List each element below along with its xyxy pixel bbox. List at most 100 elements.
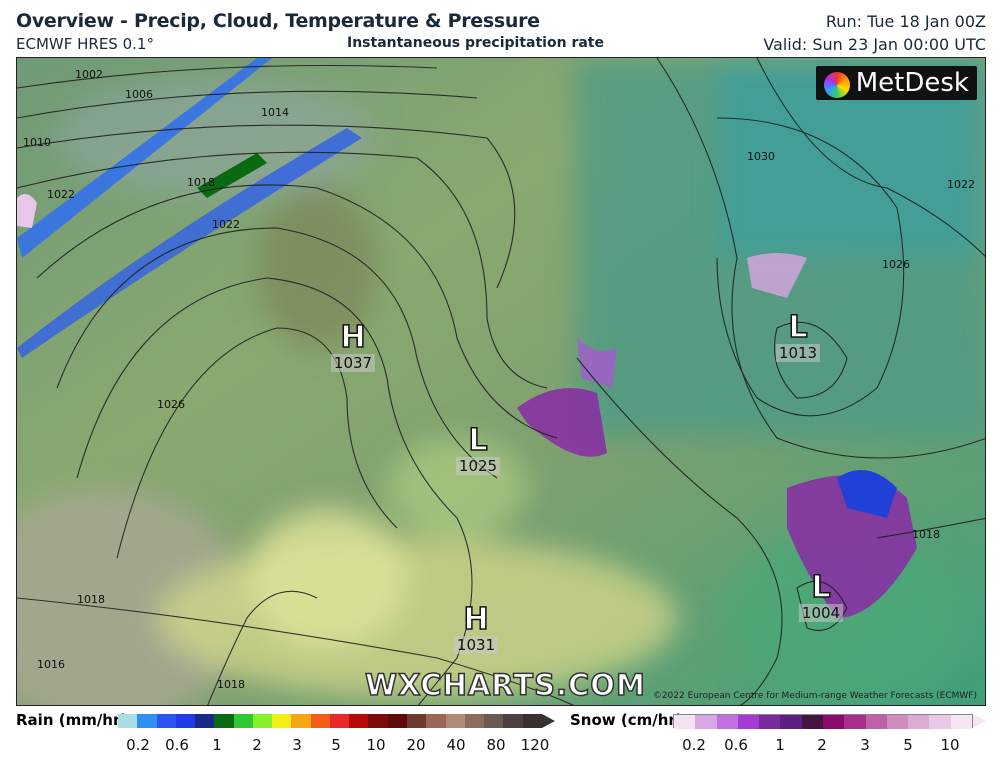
snow-color-cell bbox=[929, 715, 951, 729]
rain-color-cell bbox=[118, 714, 138, 728]
isobar-label: 1018 bbox=[912, 528, 940, 541]
snow-color-cell bbox=[759, 715, 781, 729]
rain-color-cell bbox=[310, 714, 330, 728]
snow-color-cell bbox=[780, 715, 802, 729]
centre-type: L bbox=[788, 310, 809, 345]
isobar-label: 1022 bbox=[212, 218, 240, 231]
snow-color-cell bbox=[908, 715, 930, 729]
centre-type: H bbox=[463, 602, 490, 637]
isobar-label: 1018 bbox=[77, 593, 105, 606]
tick-label: 0.2 bbox=[126, 736, 150, 754]
tick-label: 1 bbox=[775, 736, 785, 754]
watermark: WXCHARTS.COM bbox=[364, 667, 646, 703]
centre-type: H bbox=[340, 320, 367, 355]
rain-color-cell bbox=[329, 714, 350, 728]
model-name: ECMWF HRES 0.1° bbox=[16, 35, 154, 53]
tick-label: 3 bbox=[860, 736, 870, 754]
isobar-label: 1016 bbox=[37, 658, 65, 671]
tick-label: 120 bbox=[520, 736, 550, 754]
snow-color-cell bbox=[737, 715, 760, 729]
tick-label: 1 bbox=[212, 736, 222, 754]
chart-subtitle: Instantaneous precipitation rate bbox=[347, 35, 604, 51]
valid-time: Valid: Sun 23 Jan 00:00 UTC bbox=[763, 35, 986, 54]
rain-color-cell bbox=[426, 714, 446, 728]
rain-color-cell bbox=[406, 714, 427, 728]
isobar-label: 1030 bbox=[747, 150, 775, 163]
isobar-label: 1026 bbox=[882, 258, 910, 271]
rain-color-cell bbox=[156, 714, 176, 728]
centre-value: 1025 bbox=[455, 457, 501, 475]
isobar-label: 1010 bbox=[23, 136, 51, 149]
rain-color-cell bbox=[195, 714, 215, 728]
centre-type: L bbox=[468, 423, 489, 458]
metdesk-logo-icon bbox=[823, 72, 850, 98]
rain-color-cell bbox=[175, 714, 196, 728]
snow-color-cell bbox=[822, 715, 845, 729]
centre-value: 1031 bbox=[453, 636, 499, 654]
centre-type: L bbox=[811, 570, 832, 605]
pressure-centre-high: H 1031 bbox=[453, 602, 499, 654]
rain-color-cell bbox=[214, 714, 234, 728]
rain-color-cell bbox=[137, 714, 157, 728]
rain-color-cell bbox=[272, 714, 292, 728]
tick-label: 10 bbox=[366, 736, 386, 754]
tick-label: 5 bbox=[331, 736, 341, 754]
pressure-centre-low: L 1025 bbox=[455, 423, 501, 475]
centre-value: 1013 bbox=[775, 344, 821, 362]
tick-label: 0.6 bbox=[165, 736, 189, 754]
rain-color-cell bbox=[233, 714, 253, 728]
isobar-label: 1022 bbox=[947, 178, 975, 191]
copyright: ©2022 European Centre for Medium-range W… bbox=[652, 691, 977, 701]
pressure-centre-high: H 1037 bbox=[330, 320, 376, 372]
isobar-label: 1018 bbox=[217, 678, 245, 691]
rain-color-cell bbox=[252, 714, 273, 728]
snow-color-cell bbox=[865, 715, 887, 729]
snow-areas bbox=[17, 194, 917, 618]
isobars bbox=[17, 58, 985, 705]
weather-map[interactable]: MetDesk H 1037 L 1025 H 1031 L 1013 L 1004 10… bbox=[16, 57, 986, 706]
run-time: Run: Tue 18 Jan 00Z bbox=[825, 12, 986, 31]
centre-value: 1037 bbox=[330, 354, 376, 372]
rain-legend-label: Rain (mm/hr) bbox=[16, 711, 128, 729]
rain-colorbar-arrow bbox=[542, 714, 555, 728]
pressure-centre-low: L 1013 bbox=[775, 310, 821, 362]
rain-color-cell bbox=[291, 714, 311, 728]
isobar-label: 1018 bbox=[187, 176, 215, 189]
snow-color-cell bbox=[716, 715, 738, 729]
snow-color-cell bbox=[886, 715, 909, 729]
isobar-label: 1006 bbox=[125, 88, 153, 101]
rain-color-cell bbox=[368, 714, 388, 728]
tick-label: 3 bbox=[292, 736, 302, 754]
rain-color-cell bbox=[349, 714, 369, 728]
snow-color-cell bbox=[844, 715, 866, 729]
tick-label: 0.6 bbox=[724, 736, 748, 754]
tick-label: 80 bbox=[486, 736, 506, 754]
rain-color-cell bbox=[445, 714, 465, 728]
rain-color-cell bbox=[464, 714, 485, 728]
snow-color-cell bbox=[674, 715, 696, 729]
rain-colorbar bbox=[118, 714, 542, 728]
tick-label: 40 bbox=[446, 736, 466, 754]
snow-color-cell bbox=[950, 715, 972, 729]
tick-label: 0.2 bbox=[682, 736, 706, 754]
snow-color-cell bbox=[801, 715, 823, 729]
rain-color-cell bbox=[387, 714, 407, 728]
tick-label: 2 bbox=[252, 736, 262, 754]
centre-value: 1004 bbox=[798, 604, 844, 622]
snow-colorbar-arrow bbox=[973, 714, 986, 728]
rain-color-cell bbox=[503, 714, 523, 728]
isobar-label: 1022 bbox=[47, 188, 75, 201]
chart-title: Overview - Precip, Cloud, Temperature & … bbox=[16, 10, 540, 32]
snow-color-cell bbox=[695, 715, 717, 729]
map-layers bbox=[17, 58, 985, 705]
snow-colorbar bbox=[673, 714, 973, 729]
rain-color-cell bbox=[522, 714, 542, 728]
metdesk-logo: MetDesk bbox=[815, 66, 977, 100]
tick-label: 10 bbox=[940, 736, 960, 754]
tick-label: 20 bbox=[406, 736, 426, 754]
tick-label: 2 bbox=[817, 736, 827, 754]
snow-legend-label: Snow (cm/hr) bbox=[570, 711, 683, 729]
tick-label: 5 bbox=[903, 736, 913, 754]
rain-color-cell bbox=[484, 714, 504, 728]
isobar-label: 1026 bbox=[157, 398, 185, 411]
